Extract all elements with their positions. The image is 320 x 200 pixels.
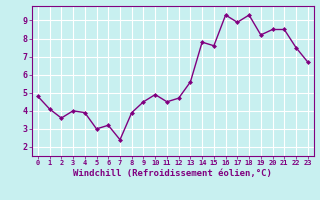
X-axis label: Windchill (Refroidissement éolien,°C): Windchill (Refroidissement éolien,°C)	[73, 169, 272, 178]
